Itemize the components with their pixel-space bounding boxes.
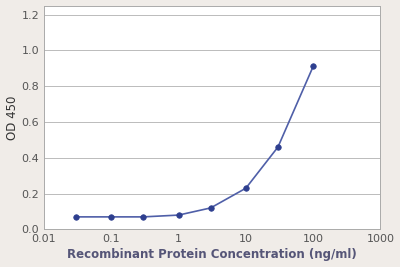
X-axis label: Recombinant Protein Concentration (ng/ml): Recombinant Protein Concentration (ng/ml… <box>67 249 357 261</box>
Y-axis label: OD 450: OD 450 <box>6 95 18 140</box>
